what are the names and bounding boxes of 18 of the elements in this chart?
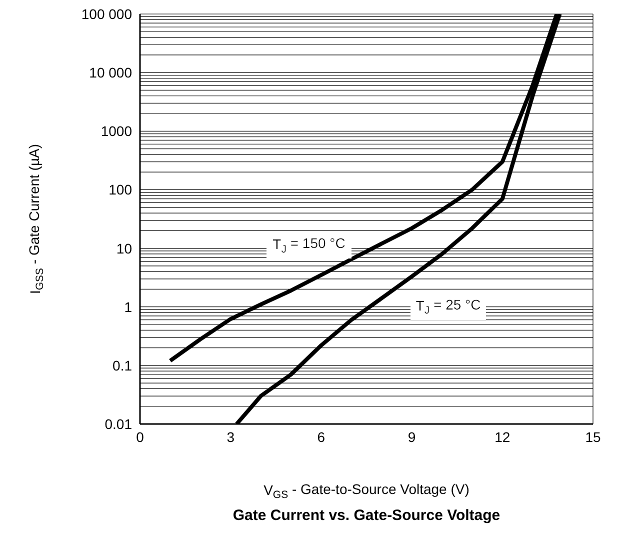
- series-label: T$_{J}$ = 25 °C: [416, 296, 481, 317]
- x-tick-label: 15: [585, 428, 601, 445]
- y-tick-label: 100 000: [81, 6, 132, 22]
- x-axis-title: V$_{GS}$ - Gate-to-Source Voltage (V): [264, 480, 470, 502]
- y-tick-label: 1: [124, 298, 132, 315]
- text: Gate Current vs. Gate-Source Voltage: [232, 507, 500, 524]
- y-tick-label: 0.1: [112, 357, 132, 374]
- x-tick-label: 0: [136, 428, 144, 445]
- x-tick-label: 12: [494, 428, 510, 445]
- y-tick-label: 0.01: [104, 416, 132, 432]
- y-tick-label: 100: [108, 182, 132, 198]
- y-tick-label: 10 000: [89, 64, 132, 81]
- x-tick-label: 6: [317, 428, 326, 445]
- y-tick-label: 1000: [100, 123, 132, 140]
- x-tick-label: 9: [408, 428, 416, 445]
- y-tick-label: 10: [116, 240, 132, 256]
- x-tick-label: 3: [226, 428, 235, 445]
- series-label: T$_{J}$ = 150 °C: [272, 235, 346, 256]
